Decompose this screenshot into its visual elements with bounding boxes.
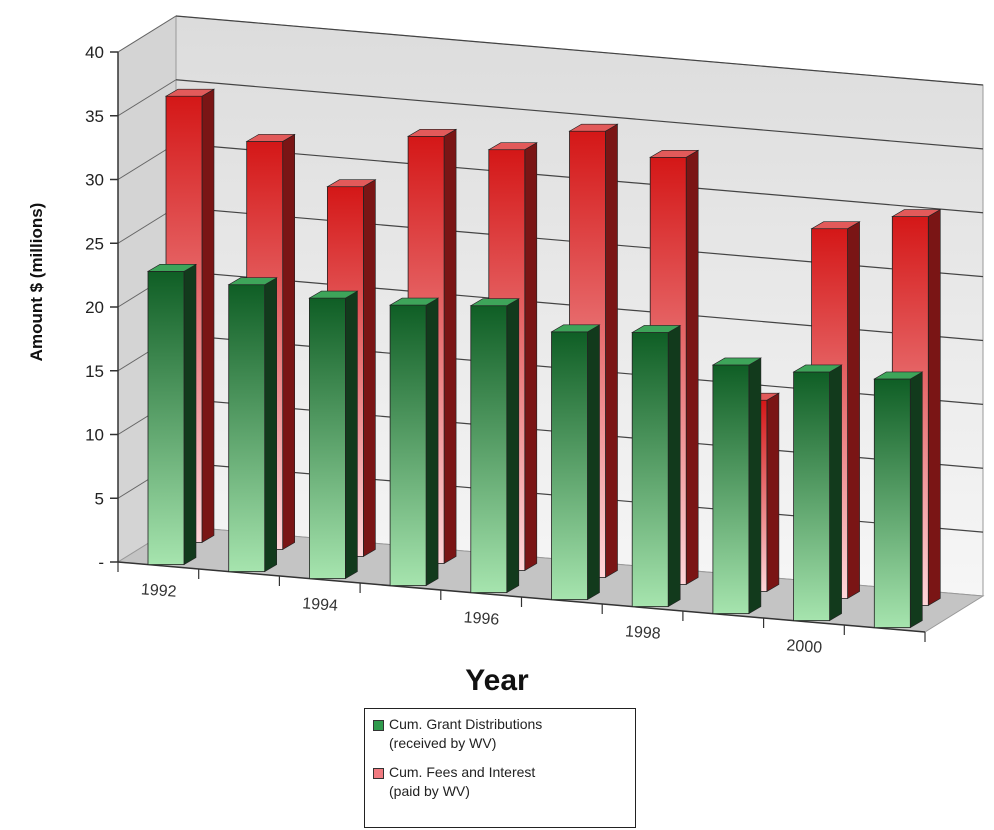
- bar-grant-side: [345, 290, 358, 580]
- bar-grant: [873, 378, 911, 629]
- y-tick-label: 40: [85, 43, 104, 62]
- bar-fees-side: [927, 209, 941, 606]
- bar-fees-side: [685, 149, 699, 585]
- bar-grant-side: [183, 263, 197, 566]
- gridline-side: [117, 79, 177, 117]
- bar-grant-top: [227, 277, 278, 286]
- bar-grant: [308, 297, 346, 580]
- legend-label-grant: Cum. Grant Distributions: [389, 716, 543, 732]
- bar-grant-top: [631, 325, 682, 333]
- y-tick-label: 30: [85, 171, 104, 190]
- bar-grant-side: [264, 277, 278, 573]
- bar-grant-top: [308, 290, 359, 299]
- y-tick-label: 20: [85, 298, 104, 317]
- x-tick-label: 1992: [140, 581, 177, 600]
- legend-sublabel-grant: (received by WV): [389, 735, 497, 751]
- bar-grant: [389, 304, 427, 587]
- bar-fees-side: [363, 179, 376, 557]
- bar-fees-top: [326, 179, 377, 187]
- bar-grant: [147, 270, 185, 566]
- bar-grant-side: [506, 298, 520, 594]
- gridline-side: [117, 15, 177, 53]
- bar-fees-top: [487, 142, 538, 150]
- legend-swatch-fees: [373, 768, 384, 779]
- gridline: [175, 15, 984, 86]
- bar-grant-side: [667, 324, 681, 608]
- bar-fees-side: [443, 128, 457, 564]
- bar-grant-top: [550, 324, 601, 333]
- bar-grant: [631, 332, 669, 608]
- gridline: [175, 79, 984, 150]
- y-tick-label: 10: [85, 426, 104, 445]
- bar-grant: [712, 364, 750, 615]
- bar-grant-top: [873, 371, 924, 380]
- legend-entry-grant: Cum. Grant Distributions (received by WV…: [373, 715, 627, 753]
- bar-grant-top: [146, 264, 198, 272]
- bar-grant-side: [425, 297, 439, 587]
- bar-grant-top: [469, 298, 520, 307]
- bar-fees-side: [605, 123, 618, 578]
- y-tick-label: 35: [85, 107, 104, 126]
- bar-fees-top: [649, 150, 700, 158]
- y-tick-label: 25: [85, 234, 104, 253]
- legend-label-fees: Cum. Fees and Interest: [389, 764, 536, 780]
- y-tick-label: -: [98, 553, 104, 572]
- bar-fees-side: [524, 142, 538, 571]
- bar-fees-side: [847, 221, 860, 599]
- legend-entry-fees: Cum. Fees and Interest (paid by WV): [373, 763, 627, 801]
- bar-fees-side: [201, 88, 215, 543]
- bar-chart: - 5 10 15 20 25 30 35 40 1992 1994 1996 1998 2000 Amo…: [27, 15, 985, 697]
- bar-fees-top: [406, 129, 458, 137]
- x-tick-label: 2000: [786, 637, 823, 656]
- bar-grant-top: [388, 297, 440, 306]
- bar-fees-top: [891, 209, 942, 217]
- bar-fees-top: [810, 221, 861, 229]
- y-tick-label: 5: [95, 489, 104, 508]
- y-tick-label: 15: [85, 362, 104, 381]
- bar-grant: [551, 331, 588, 601]
- bar-grant-side: [587, 324, 600, 601]
- bar-grant: [470, 305, 508, 594]
- bar-fees-side: [766, 392, 780, 592]
- x-tick-label: 1994: [302, 595, 339, 614]
- x-axis-title: Year: [465, 664, 529, 697]
- bar-grant-top: [711, 357, 763, 366]
- bar-fees-top: [245, 134, 296, 142]
- x-tick-label: 1996: [463, 609, 500, 628]
- bar-grant: [228, 284, 266, 573]
- bar-fees-top: [164, 88, 216, 97]
- bar-grant-side: [909, 371, 923, 629]
- bar-grant-top: [792, 364, 843, 373]
- bar-grant-side: [829, 364, 842, 622]
- bar-grant-side: [748, 357, 762, 615]
- legend-swatch-grant: [373, 720, 384, 731]
- bar-fees-top: [568, 123, 619, 132]
- legend-sublabel-fees: (paid by WV): [389, 783, 470, 799]
- bar-fees-side: [282, 133, 296, 550]
- legend: Cum. Grant Distributions (received by WV…: [364, 708, 636, 828]
- bar-grant: [793, 371, 830, 622]
- y-axis-title: Amount $ (millions): [27, 203, 46, 362]
- x-tick-label: 1998: [625, 623, 662, 642]
